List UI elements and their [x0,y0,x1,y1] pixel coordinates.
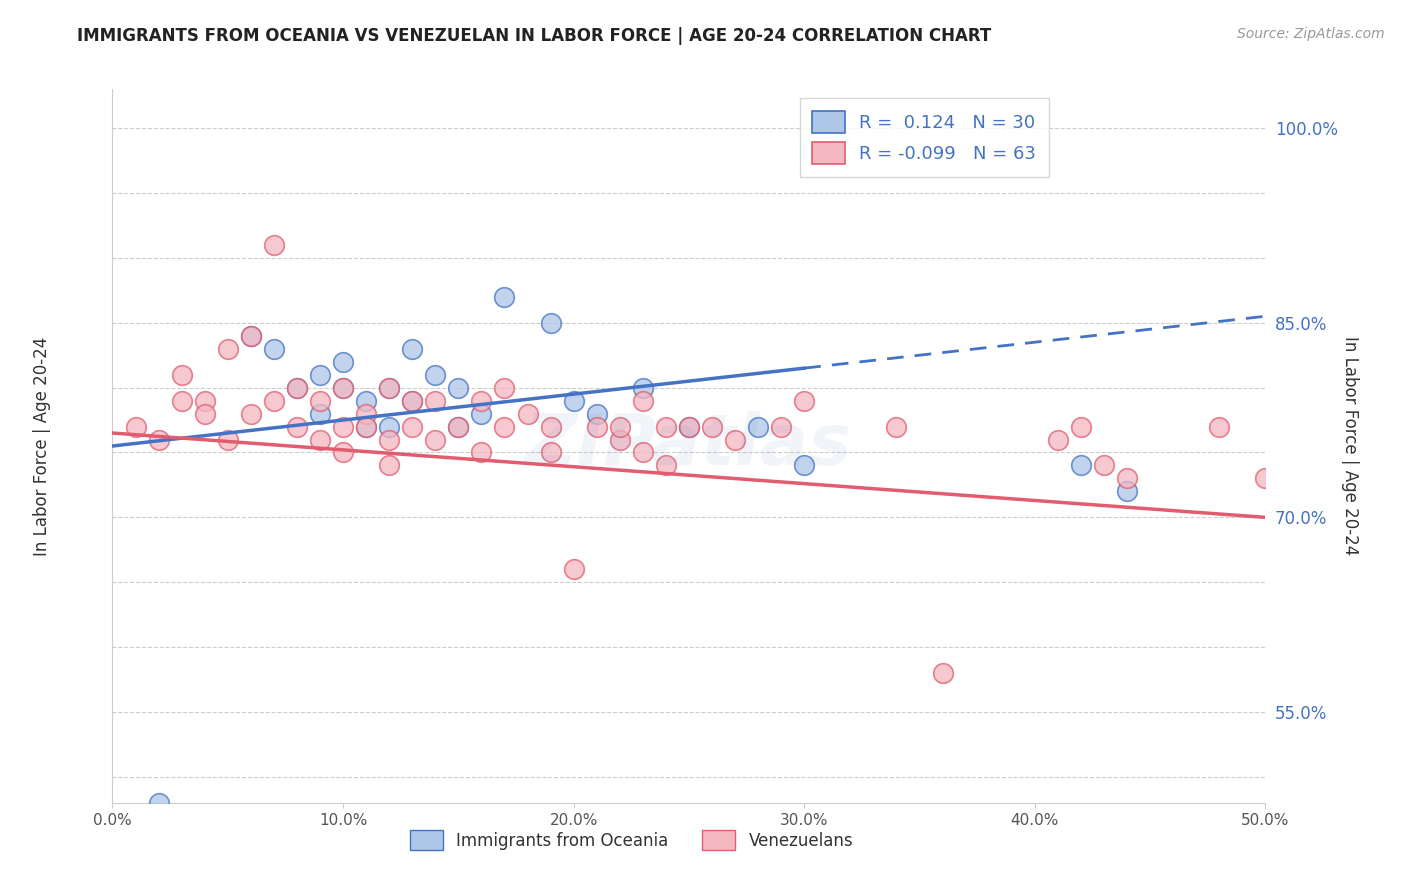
Point [447,381,470,395]
Point [585,419,607,434]
Point [354,419,377,434]
Point [263,342,285,356]
Point [239,328,262,343]
Y-axis label: In Labor Force | Age 20-24: In Labor Force | Age 20-24 [1341,336,1360,556]
Point [470,445,492,459]
Point [194,393,217,408]
Point [354,393,377,408]
Point [1070,419,1092,434]
Point [447,419,470,434]
Point [470,407,492,421]
Point [562,393,585,408]
Point [170,368,193,382]
Point [1301,433,1323,447]
Point [562,562,585,576]
Point [931,666,953,681]
Point [540,419,562,434]
Point [401,393,423,408]
Point [425,433,447,447]
Point [263,238,285,252]
Point [354,407,377,421]
Point [217,342,239,356]
Point [793,458,815,473]
Point [285,381,308,395]
Point [378,381,401,395]
Point [1092,458,1115,473]
Point [378,433,401,447]
Point [609,433,631,447]
Point [239,407,262,421]
Point [148,796,170,810]
Point [585,407,607,421]
Point [401,419,423,434]
Point [1208,419,1230,434]
Point [494,381,516,395]
Point [1116,471,1139,485]
Point [332,381,354,395]
Point [494,419,516,434]
Point [747,419,769,434]
Point [886,419,908,434]
Text: In Labor Force | Age 20-24: In Labor Force | Age 20-24 [34,336,51,556]
Point [609,419,631,434]
Point [170,393,193,408]
Point [332,419,354,434]
Point [678,419,700,434]
Point [239,328,262,343]
Point [678,419,700,434]
Text: IMMIGRANTS FROM OCEANIA VS VENEZUELAN IN LABOR FORCE | AGE 20-24 CORRELATION CHA: IMMIGRANTS FROM OCEANIA VS VENEZUELAN IN… [77,27,991,45]
Point [425,368,447,382]
Point [793,393,815,408]
Legend: Immigrants from Oceania, Venezuelans: Immigrants from Oceania, Venezuelans [401,822,862,859]
Point [631,393,654,408]
Text: ZIPatlas: ZIPatlas [526,411,852,481]
Point [1046,433,1069,447]
Point [217,433,239,447]
Point [770,419,793,434]
Point [631,381,654,395]
Point [378,381,401,395]
Point [401,342,423,356]
Point [332,445,354,459]
Point [309,393,332,408]
Point [401,393,423,408]
Point [309,368,332,382]
Point [1070,458,1092,473]
Point [148,433,170,447]
Point [378,458,401,473]
Point [540,445,562,459]
Point [425,393,447,408]
Point [655,419,678,434]
Point [378,419,401,434]
Point [494,290,516,304]
Point [1116,484,1139,499]
Point [194,407,217,421]
Point [516,407,538,421]
Text: Source: ZipAtlas.com: Source: ZipAtlas.com [1237,27,1385,41]
Point [309,433,332,447]
Point [1254,471,1277,485]
Point [332,381,354,395]
Point [309,407,332,421]
Point [285,381,308,395]
Point [540,316,562,330]
Point [263,393,285,408]
Point [631,445,654,459]
Point [700,419,723,434]
Point [285,419,308,434]
Point [1369,601,1392,615]
Point [447,419,470,434]
Point [332,354,354,368]
Point [724,433,747,447]
Point [124,419,146,434]
Point [354,419,377,434]
Point [655,458,678,473]
Point [470,393,492,408]
